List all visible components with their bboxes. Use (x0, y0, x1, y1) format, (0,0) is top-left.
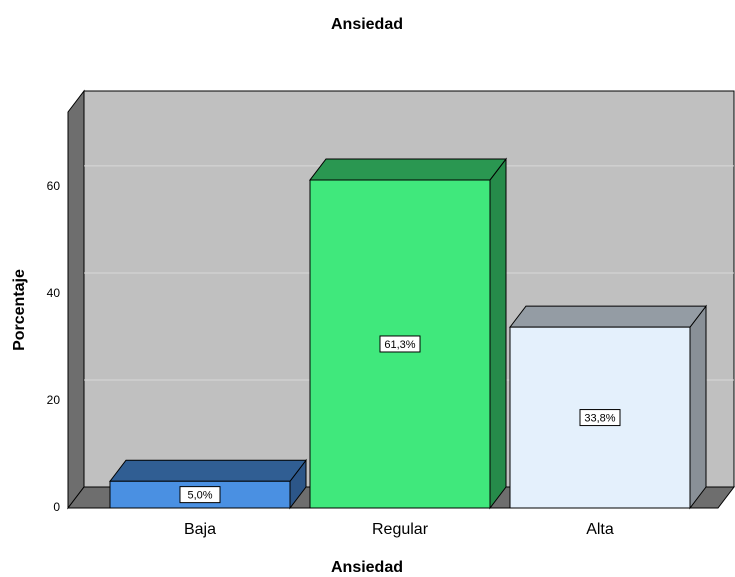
value-label-box (579, 409, 621, 427)
value-label-box (179, 486, 221, 504)
bar (308, 157, 508, 510)
y-tick-label: 20 (47, 393, 61, 407)
value-label-box (379, 335, 421, 353)
y-tick-label: 0 (53, 500, 60, 514)
bar-top (108, 459, 308, 482)
left-wall (67, 89, 85, 510)
bar-side (489, 157, 507, 510)
y-tick-label: 40 (47, 286, 61, 300)
x-tick-label: Baja (184, 521, 216, 538)
x-axis-title: Ansiedad (331, 559, 403, 576)
bar-top (308, 158, 508, 181)
value-label: 5,0% (187, 490, 212, 502)
chart-title: Ansiedad (331, 16, 403, 33)
bar-top (508, 305, 708, 328)
x-tick-label: Alta (586, 521, 614, 538)
value-label: 61,3% (384, 339, 415, 351)
y-tick-label: 60 (47, 179, 61, 193)
bar-side (689, 304, 707, 510)
value-label: 33,8% (584, 412, 615, 424)
bar (508, 304, 708, 510)
y-axis-title: Porcentaje (11, 269, 28, 351)
x-tick-label: Regular (372, 521, 429, 538)
